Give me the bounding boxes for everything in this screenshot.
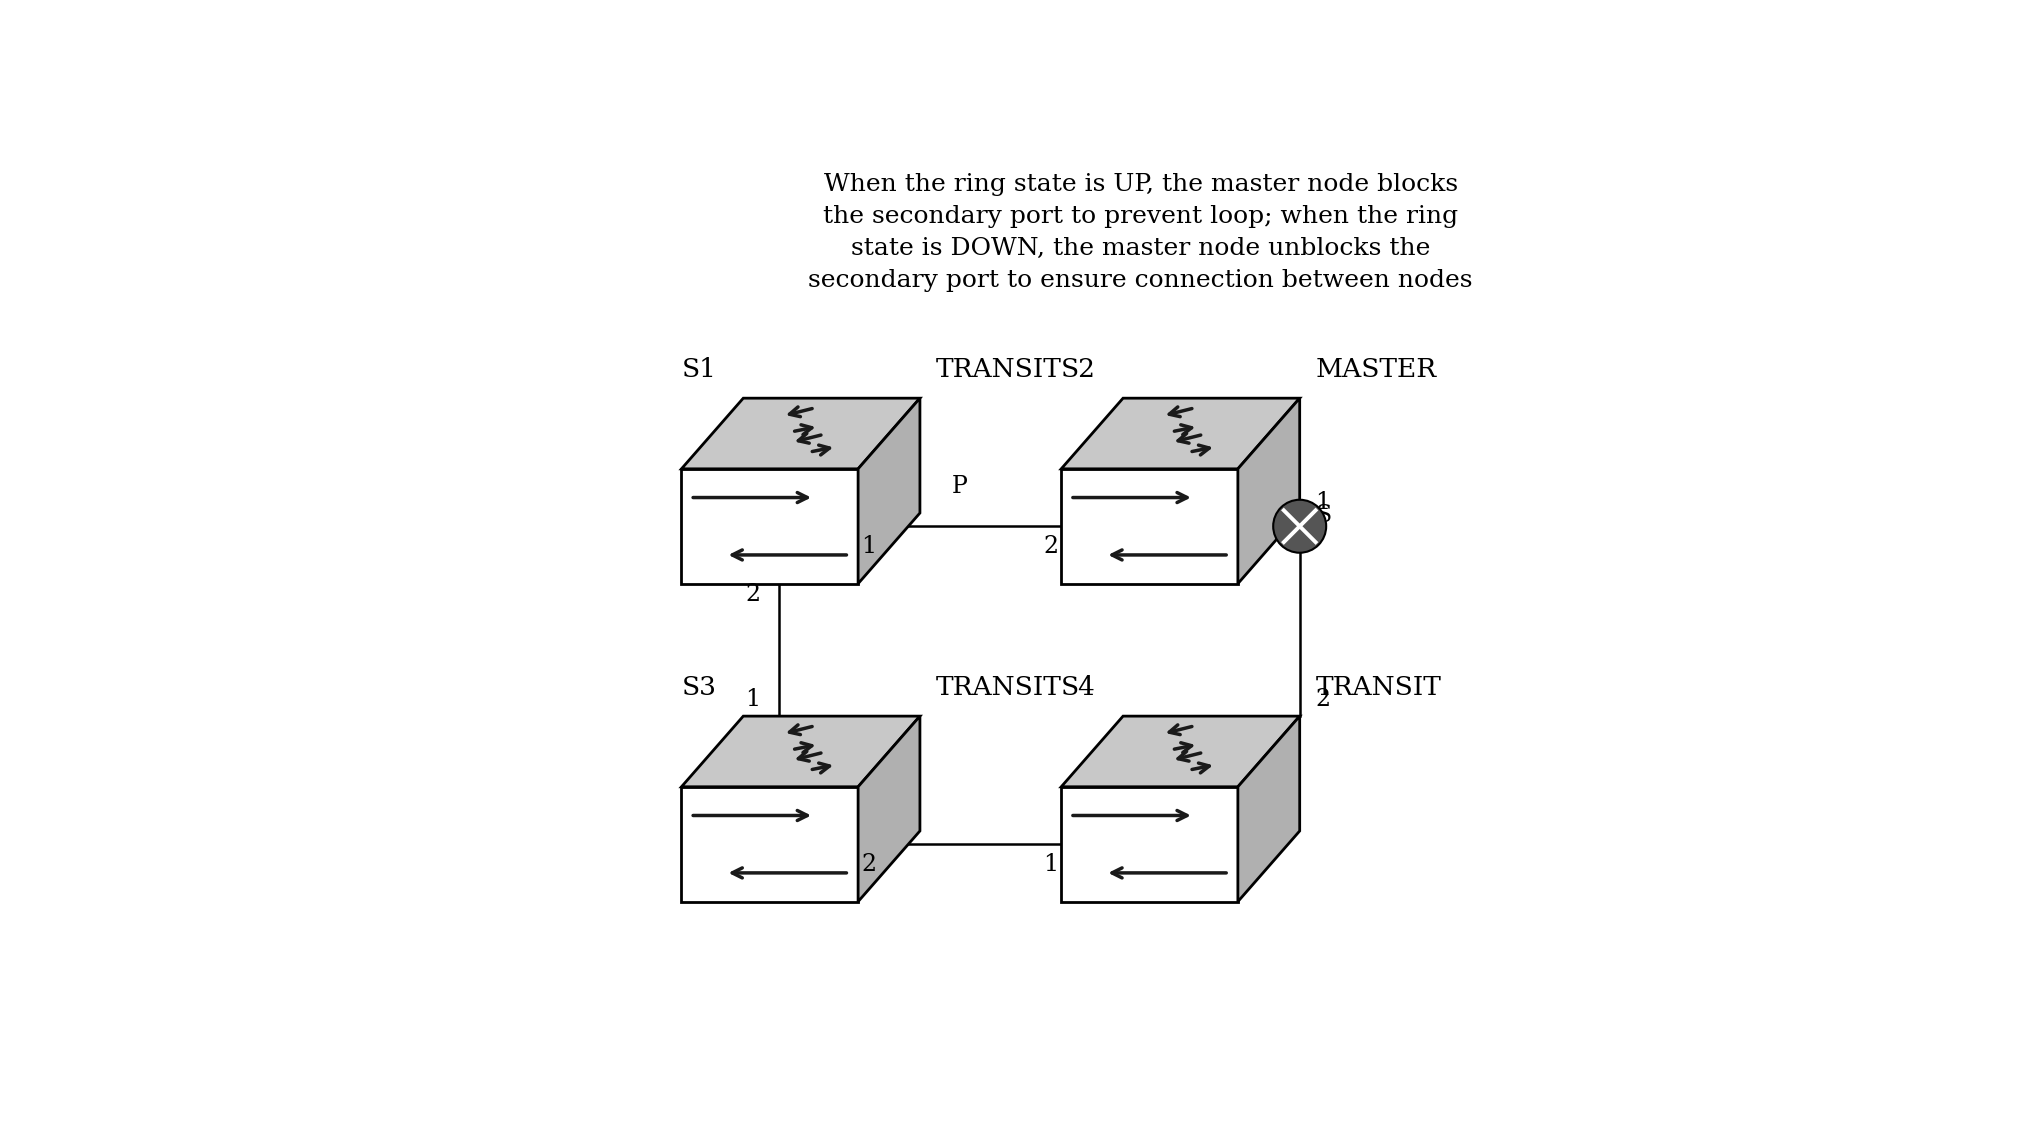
Text: 2: 2: [745, 584, 759, 607]
Polygon shape: [682, 716, 921, 787]
Polygon shape: [682, 469, 858, 584]
Text: 2: 2: [1316, 687, 1331, 710]
Text: P: P: [951, 475, 967, 498]
Text: 1: 1: [1316, 491, 1331, 514]
Text: S1: S1: [682, 357, 717, 382]
Text: S: S: [1316, 504, 1333, 526]
Text: When the ring state is UP, the master node blocks
the secondary port to prevent : When the ring state is UP, the master no…: [808, 173, 1474, 292]
Text: S2: S2: [1062, 357, 1096, 382]
Polygon shape: [1062, 469, 1238, 584]
Text: 2: 2: [862, 852, 876, 875]
Text: MASTER: MASTER: [1316, 357, 1438, 382]
Text: 2: 2: [1044, 535, 1058, 557]
Polygon shape: [1062, 398, 1300, 469]
Polygon shape: [1238, 716, 1300, 902]
Text: S4: S4: [1062, 676, 1096, 700]
Text: 1: 1: [745, 687, 759, 710]
Polygon shape: [858, 398, 921, 584]
Polygon shape: [1062, 787, 1238, 902]
Text: TRANSIT: TRANSIT: [937, 676, 1062, 700]
Text: TRANSIT: TRANSIT: [937, 357, 1062, 382]
Polygon shape: [858, 716, 921, 902]
Text: TRANSIT: TRANSIT: [1316, 676, 1442, 700]
Polygon shape: [682, 398, 921, 469]
Circle shape: [1274, 500, 1326, 553]
Polygon shape: [1062, 716, 1300, 787]
Text: 1: 1: [862, 535, 876, 557]
Polygon shape: [1238, 398, 1300, 584]
Text: 1: 1: [1044, 852, 1058, 875]
Text: S3: S3: [682, 676, 717, 700]
Polygon shape: [682, 787, 858, 902]
